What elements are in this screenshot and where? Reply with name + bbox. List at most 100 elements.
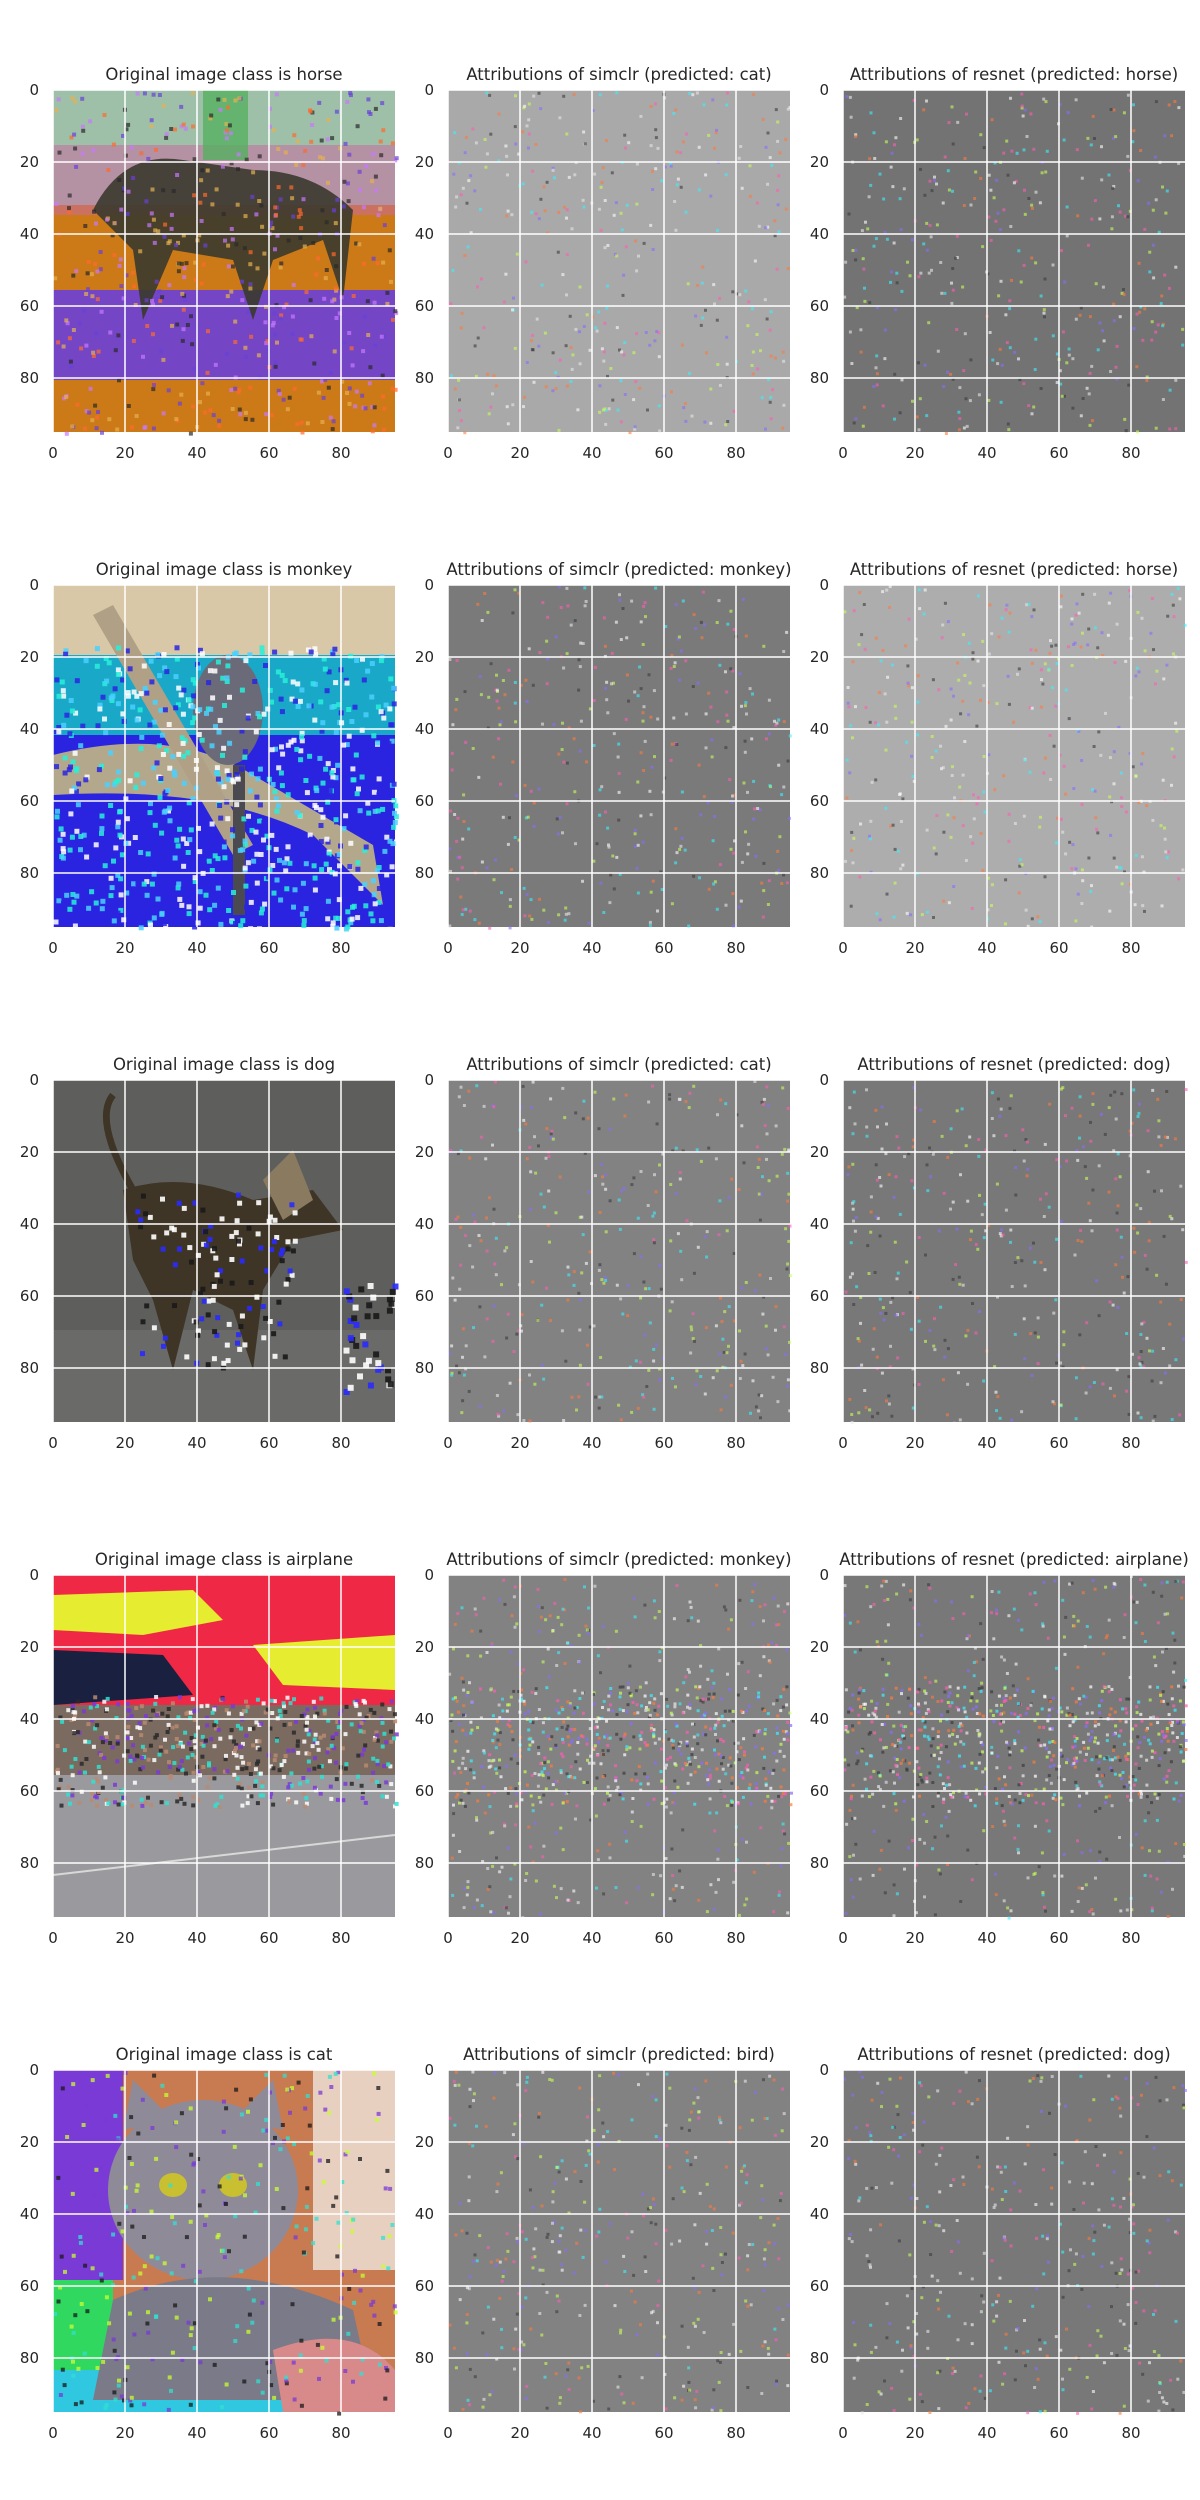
x-tick-label: 20 [510, 939, 529, 957]
x-tick-label: 40 [977, 2424, 996, 2442]
y-tick-label: 60 [810, 2277, 829, 2295]
y-tick-label: 40 [810, 1710, 829, 1728]
subplot-title: Attributions of simclr (predicted: cat) [466, 1055, 771, 1074]
y-tick-label: 20 [20, 2133, 39, 2151]
y-tick-label: 0 [819, 81, 829, 99]
x-tick-label: 40 [187, 2424, 206, 2442]
x-tick-label: 0 [838, 444, 848, 462]
subplot-r0-c1: 0 20 40 60 80 0 20 40 60 80 Attributions of simclr… [415, 65, 792, 462]
x-tick-label: 40 [977, 1434, 996, 1452]
y-tick-label: 20 [810, 1143, 829, 1161]
x-tick-label: 20 [510, 2424, 529, 2442]
y-tick-label: 60 [415, 2277, 434, 2295]
x-tick-label: 20 [905, 939, 924, 957]
subplot-r4-c1: 0 20 40 60 80 0 20 40 60 80 Attributions of simclr… [415, 2045, 790, 2442]
y-tick-label: 0 [29, 1071, 39, 1089]
y-tick-label: 60 [415, 792, 434, 810]
x-tick-label: 20 [905, 1434, 924, 1452]
x-tick-label: 60 [654, 1929, 673, 1947]
y-tick-label: 60 [20, 1782, 39, 1800]
x-tick-label: 40 [187, 939, 206, 957]
x-tick-label: 0 [443, 1434, 453, 1452]
y-tick-label: 80 [20, 2349, 39, 2367]
y-tick-label: 80 [810, 1359, 829, 1377]
subplot-r0-c0: 0 20 40 60 80 0 20 40 60 80 Original image class i… [20, 65, 399, 462]
y-tick-label: 0 [29, 576, 39, 594]
y-tick-label: 0 [29, 2061, 39, 2079]
x-tick-label: 80 [331, 2424, 350, 2442]
attribution-map [448, 1080, 792, 1423]
y-tick-label: 40 [810, 2205, 829, 2223]
y-tick-label: 0 [29, 1566, 39, 1584]
x-tick-label: 60 [1049, 1434, 1068, 1452]
subplot-title: Attributions of simclr (predicted: monke… [446, 1550, 791, 1569]
y-tick-label: 60 [810, 792, 829, 810]
attribution-map [843, 2070, 1187, 2415]
y-tick-label: 0 [424, 2061, 434, 2079]
y-tick-label: 40 [415, 720, 434, 738]
subplot-r1-c0: 0 20 40 60 80 0 20 40 60 80 Original image class i… [20, 560, 399, 957]
x-tick-label: 40 [187, 1929, 206, 1947]
y-tick-label: 20 [415, 1638, 434, 1656]
y-tick-label: 40 [415, 1215, 434, 1233]
x-tick-label: 20 [115, 939, 134, 957]
subplot-title: Attributions of resnet (predicted: horse… [850, 65, 1178, 84]
y-tick-label: 20 [20, 153, 39, 171]
x-tick-label: 40 [977, 1929, 996, 1947]
x-tick-label: 80 [331, 939, 350, 957]
subplot-r4-c2: 0 20 40 60 80 0 20 40 60 80 Attributions of resnet… [810, 2045, 1187, 2442]
y-tick-label: 60 [810, 1287, 829, 1305]
y-tick-label: 60 [415, 297, 434, 315]
subplot-title: Original image class is cat [116, 2045, 333, 2064]
x-tick-label: 60 [1049, 1929, 1068, 1947]
y-tick-label: 80 [810, 1854, 829, 1872]
x-tick-label: 60 [1049, 939, 1068, 957]
y-tick-label: 80 [415, 1854, 434, 1872]
y-tick-label: 0 [819, 576, 829, 594]
attribution-map [843, 585, 1187, 929]
y-tick-label: 40 [20, 1710, 39, 1728]
y-tick-label: 60 [810, 297, 829, 315]
x-tick-label: 0 [48, 1929, 58, 1947]
x-tick-label: 60 [654, 939, 673, 957]
subplot-title: Original image class is monkey [96, 560, 353, 579]
y-tick-label: 80 [20, 369, 39, 387]
subplot-r3-c2: 0 20 40 60 80 0 20 40 60 80 Attributions of resnet… [810, 1550, 1189, 1947]
x-tick-label: 0 [838, 1929, 848, 1947]
subplot-r3-c1: 0 20 40 60 80 0 20 40 60 80 Attributions of simclr… [415, 1550, 793, 1947]
y-tick-label: 40 [810, 225, 829, 243]
y-tick-label: 40 [415, 2205, 434, 2223]
x-tick-label: 20 [510, 1434, 529, 1452]
y-tick-label: 20 [810, 648, 829, 666]
x-tick-label: 60 [259, 2424, 278, 2442]
y-tick-label: 80 [20, 864, 39, 882]
y-tick-label: 60 [810, 1782, 829, 1800]
original-image [52, 1575, 399, 1917]
x-tick-label: 20 [510, 444, 529, 462]
original-image [53, 90, 399, 436]
x-tick-label: 0 [443, 939, 453, 957]
y-tick-label: 80 [810, 2349, 829, 2367]
subplot-title: Attributions of resnet (predicted: dog) [857, 2045, 1170, 2064]
x-tick-label: 40 [187, 444, 206, 462]
y-tick-label: 20 [415, 153, 434, 171]
x-tick-label: 80 [1121, 2424, 1140, 2442]
attribution-map [843, 1080, 1188, 1425]
y-tick-label: 20 [20, 1638, 39, 1656]
x-tick-label: 60 [1049, 2424, 1068, 2442]
y-tick-label: 60 [20, 1287, 39, 1305]
attribution-map [448, 90, 792, 435]
y-tick-label: 40 [20, 225, 39, 243]
y-tick-label: 80 [810, 864, 829, 882]
x-tick-label: 60 [259, 1929, 278, 1947]
x-tick-label: 80 [726, 939, 745, 957]
subplot-title: Attributions of resnet (predicted: dog) [857, 1055, 1170, 1074]
x-tick-label: 80 [1121, 1434, 1140, 1452]
x-tick-label: 20 [115, 444, 134, 462]
x-tick-label: 40 [582, 2424, 601, 2442]
subplot-title: Attributions of simclr (predicted: cat) [466, 65, 771, 84]
x-tick-label: 40 [582, 1929, 601, 1947]
x-tick-label: 80 [331, 1929, 350, 1947]
subplot-title: Original image class is dog [113, 1055, 335, 1074]
x-tick-label: 0 [48, 939, 58, 957]
